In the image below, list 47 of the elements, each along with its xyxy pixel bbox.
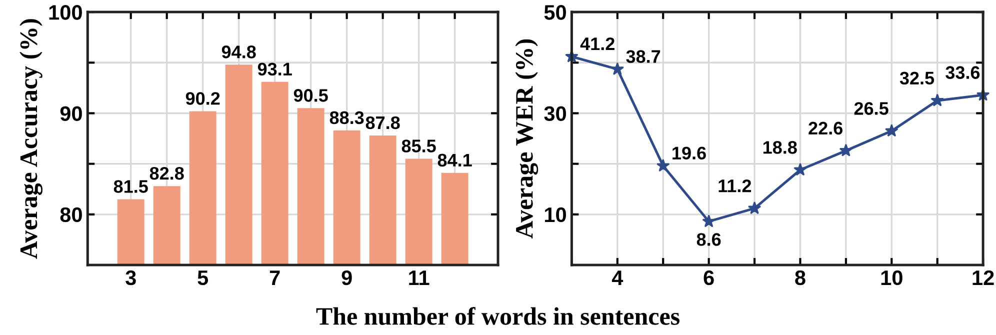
data-label: 82.8	[150, 166, 184, 180]
y-axis-title: Average WER (%)	[515, 39, 538, 238]
x-tick-label: 6	[704, 270, 714, 286]
data-label: 88.3	[330, 111, 364, 124]
y-tick-label: 100	[49, 5, 82, 20]
data-label: 87.8	[366, 116, 400, 130]
data-label: 22.6	[808, 122, 843, 135]
point	[610, 62, 624, 75]
point	[656, 158, 670, 172]
x-tick-label: 7	[270, 270, 280, 285]
data-label: 41.2	[580, 37, 614, 50]
x-axis-title: The number of words in sentences	[316, 307, 680, 325]
data-label: 11.2	[718, 179, 752, 192]
x-tick-label: 9	[342, 270, 352, 286]
data-label: 38.7	[626, 50, 660, 63]
data-label: 85.5	[402, 140, 436, 152]
point	[748, 201, 762, 214]
x-tick-label: 10	[881, 270, 902, 286]
y-tick-label: 30	[544, 106, 566, 122]
point	[839, 144, 853, 156]
data-label: 26.5	[854, 102, 888, 115]
point	[885, 124, 898, 137]
x-tick-label: 5	[198, 270, 208, 286]
y-axis-title: Average Accuracy (%)	[20, 19, 42, 259]
data-label: 94.8	[222, 46, 256, 58]
y-tick-label: 90	[60, 106, 82, 121]
point	[702, 214, 716, 228]
point	[794, 162, 807, 176]
data-label: 19.6	[672, 146, 706, 160]
x-tick-label: 8	[795, 270, 806, 286]
data-label: 84.1	[438, 154, 472, 167]
y-tick-label: 80	[60, 207, 82, 222]
x-tick-label: 11	[409, 270, 430, 285]
data-label: 8.6	[696, 233, 721, 246]
y-tick-label: 50	[544, 5, 566, 20]
data-label: 18.8	[763, 141, 797, 154]
x-tick-label: 4	[612, 270, 624, 285]
x-tick-label: 12	[972, 270, 994, 285]
data-label: 90.2	[186, 92, 220, 105]
data-label: 32.5	[900, 72, 934, 85]
point	[930, 94, 944, 106]
x-tick-label: 3	[126, 270, 136, 286]
data-label: 33.6	[946, 66, 980, 79]
data-label: 90.5	[294, 89, 328, 102]
data-label: 93.1	[258, 62, 292, 76]
data-label: 81.5	[114, 180, 148, 193]
y-tick-label: 10	[544, 207, 566, 222]
